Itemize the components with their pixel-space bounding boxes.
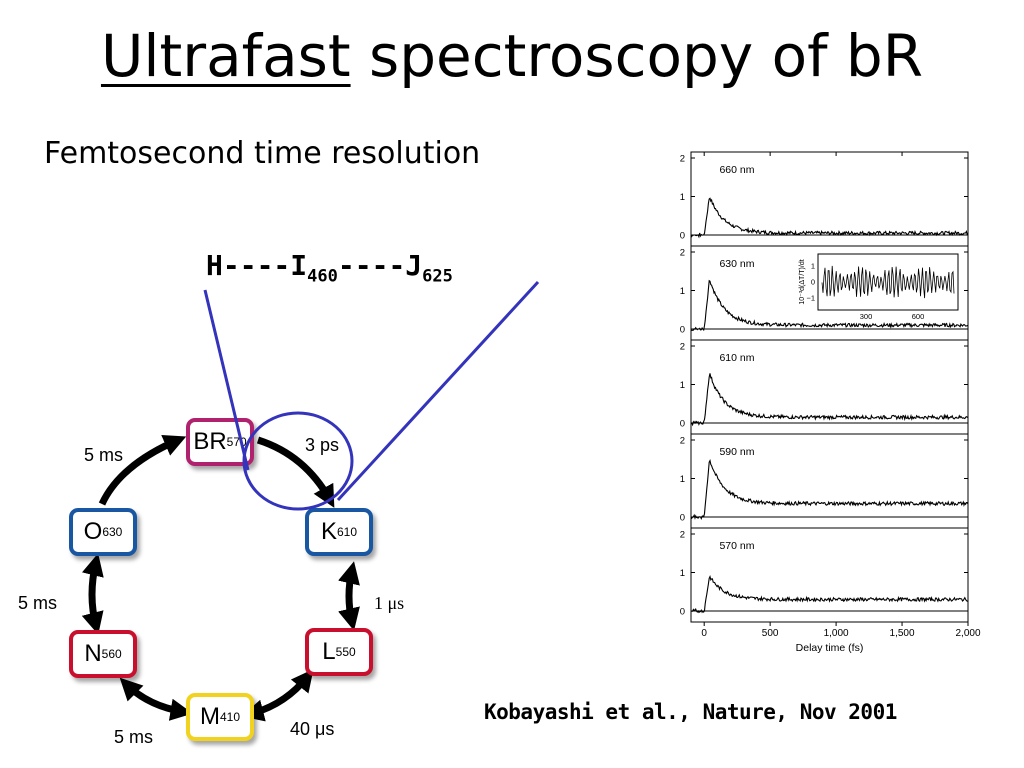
arrow-l-m xyxy=(241,668,314,722)
trace-line xyxy=(690,373,969,427)
panel-label: 610 nm xyxy=(719,352,754,364)
trace-line xyxy=(690,279,969,332)
inset-trace xyxy=(821,265,955,299)
state-m: M 410 xyxy=(186,693,254,741)
time-l-m: 40 μs xyxy=(290,719,335,739)
state-o: O 630 xyxy=(69,508,137,556)
time-o-br: 5 ms xyxy=(84,445,124,465)
y-tick-label: 1 xyxy=(680,474,685,485)
hij-part1: H----I xyxy=(206,249,308,282)
trace-line xyxy=(690,459,969,521)
x-tick-label: 1,000 xyxy=(824,628,849,639)
panel-label: 570 nm xyxy=(719,540,754,552)
inset-ylabel: 10⁻³d(ΔT/T)/dt xyxy=(799,259,806,304)
x-tick-label: 0 xyxy=(701,628,707,639)
x-tick-label: 1,500 xyxy=(890,628,915,639)
state-m-main: M xyxy=(199,703,220,730)
state-k: K 610 xyxy=(305,508,373,556)
inset-x-tick-label: 600 xyxy=(912,312,925,321)
y-tick-label: 0 xyxy=(680,231,685,242)
trace-line xyxy=(690,197,969,239)
intermediate-sequence: H----I460----J625 xyxy=(206,248,453,295)
y-tick-label: 1 xyxy=(680,192,685,203)
y-tick-label: 0 xyxy=(680,325,685,336)
x-tick-label: 500 xyxy=(762,628,779,639)
x-tick-label: 2,000 xyxy=(955,628,980,639)
state-l-main: L xyxy=(322,638,336,665)
inset-y-tick-label: 0 xyxy=(811,278,815,287)
inset-y-tick-label: −1 xyxy=(806,294,815,303)
spectroscopy-chart: 0 1 2 660 nm 0 1 2 630 nm 10⁻³d(ΔT/T)/dt 1 0 −1 300 6… xyxy=(680,151,981,654)
state-m-sub: 410 xyxy=(219,710,241,724)
arrow-o-to-br xyxy=(98,435,187,506)
y-tick-label: 1 xyxy=(680,286,685,297)
state-br-main: BR xyxy=(193,428,227,455)
state-br-sub: 570 xyxy=(226,435,247,449)
state-n-sub: 560 xyxy=(101,647,122,661)
y-tick-label: 2 xyxy=(680,436,685,447)
title-ultrafast: Ultrafast xyxy=(100,22,351,90)
x-axis-label: Delay time (fs) xyxy=(796,642,864,654)
y-tick-label: 0 xyxy=(680,513,685,524)
state-o-sub: 630 xyxy=(102,525,123,539)
inset-x-tick-label: 300 xyxy=(860,312,873,321)
y-tick-label: 1 xyxy=(680,568,685,579)
citation: Kobayashi et al., Nature, Nov 2001 xyxy=(484,700,897,724)
y-tick-label: 2 xyxy=(680,530,685,541)
trace-line xyxy=(691,574,969,614)
arrow-k-l xyxy=(338,561,360,631)
arrow-m-n xyxy=(119,677,193,721)
arrow-n-o xyxy=(81,553,104,635)
state-br: BR 570 xyxy=(186,418,254,466)
state-n: N 560 xyxy=(69,630,137,678)
panel-label: 590 nm xyxy=(719,446,754,458)
y-tick-label: 2 xyxy=(680,342,685,353)
slide-title: Ultrafast spectroscopy of bR xyxy=(0,22,1024,90)
hij-sub1: 460 xyxy=(307,266,338,287)
title-rest: spectroscopy of bR xyxy=(369,22,924,90)
panel-label: 630 nm xyxy=(719,258,754,270)
state-o-main: O xyxy=(83,518,103,545)
state-n-main: N xyxy=(84,640,102,667)
time-m-n: 5 ms xyxy=(114,727,154,747)
y-tick-label: 0 xyxy=(680,419,685,430)
y-tick-label: 2 xyxy=(680,154,685,165)
subtitle: Femtosecond time resolution xyxy=(44,136,481,171)
state-l: L 550 xyxy=(305,628,373,676)
y-tick-label: 1 xyxy=(680,380,685,391)
time-br-k: 3 ps xyxy=(305,435,340,455)
panel-label: 660 nm xyxy=(719,164,754,176)
time-k-l: 1 μs xyxy=(374,593,405,613)
hij-part2: ----J xyxy=(337,249,423,282)
inset-y-tick-label: 1 xyxy=(811,262,815,271)
y-tick-label: 0 xyxy=(680,607,685,618)
chart-frame xyxy=(690,151,969,623)
state-l-sub: 550 xyxy=(335,645,356,659)
state-k-main: K xyxy=(320,518,337,545)
y-tick-label: 2 xyxy=(680,248,685,259)
time-n-o: 5 ms xyxy=(18,593,58,613)
state-k-sub: 610 xyxy=(336,525,358,539)
